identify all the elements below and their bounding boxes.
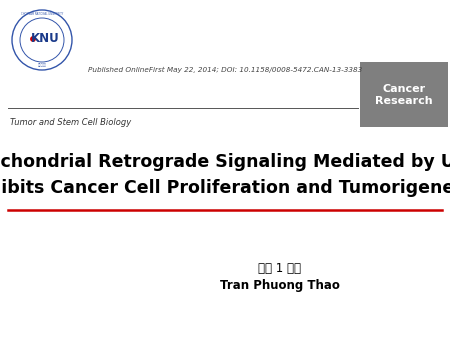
Text: Tran Phuong Thao: Tran Phuong Thao	[220, 279, 340, 291]
Circle shape	[31, 37, 35, 41]
Text: 경영대학교: 경영대학교	[38, 63, 46, 67]
Text: Inhibits Cancer Cell Proliferation and Tumorigenesis: Inhibits Cancer Cell Proliferation and T…	[0, 179, 450, 197]
Text: Research: Research	[375, 97, 433, 106]
Text: KNU: KNU	[31, 32, 59, 46]
Text: Cancer: Cancer	[382, 83, 426, 94]
Bar	[360, 62, 448, 127]
Text: 석사 1 학기: 석사 1 학기	[258, 262, 302, 274]
Text: CHONNAM NATIONAL UNIVERSITY: CHONNAM NATIONAL UNIVERSITY	[21, 12, 63, 16]
Text: Published OnlineFirst May 22, 2014; DOI: 10.1158/0008-5472.CAN-13-3383: Published OnlineFirst May 22, 2014; DOI:…	[88, 67, 362, 73]
Text: Mitochondrial Retrograde Signaling Mediated by UCP2: Mitochondrial Retrograde Signaling Media…	[0, 153, 450, 171]
Text: Tumor and Stem Cell Biology: Tumor and Stem Cell Biology	[10, 118, 131, 127]
